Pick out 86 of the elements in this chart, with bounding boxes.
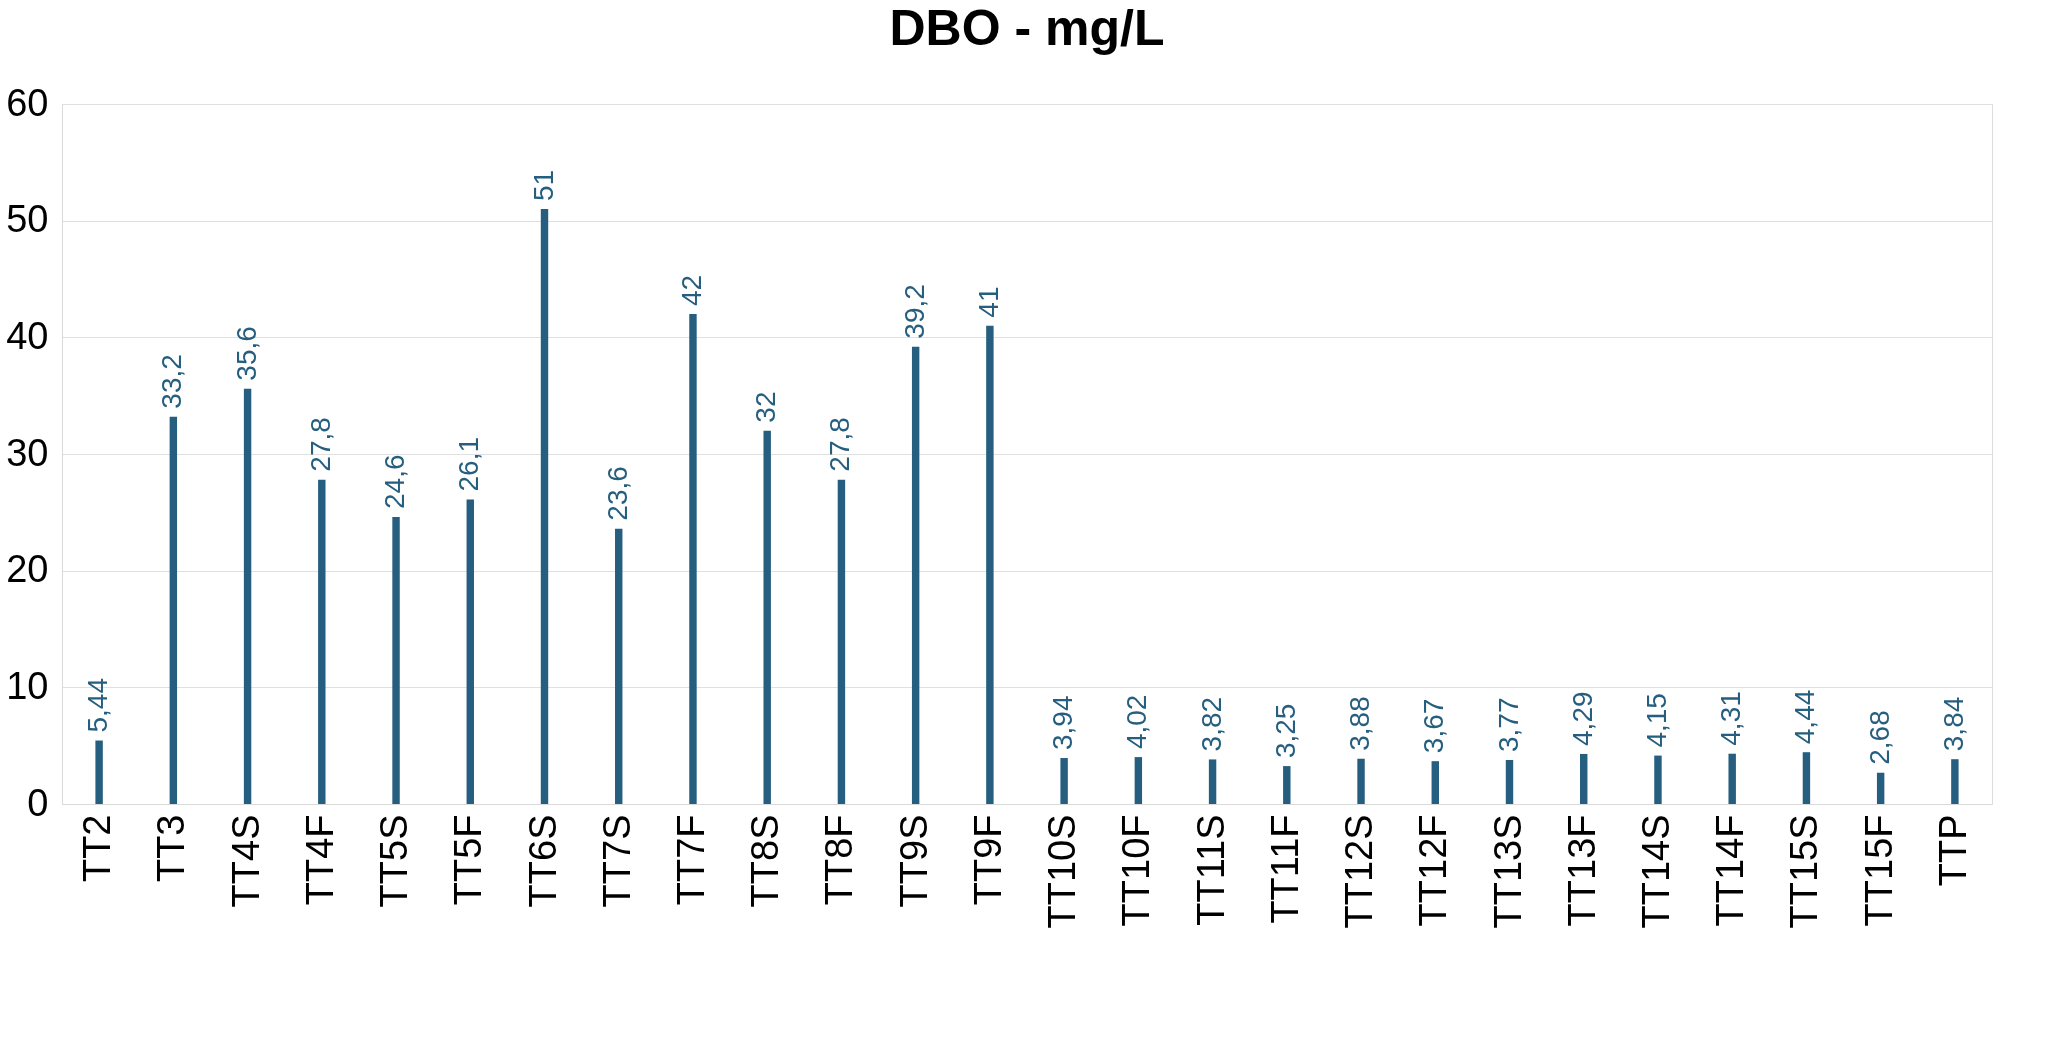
x-tick-label: TT7F — [669, 814, 712, 906]
bar — [615, 528, 623, 804]
bar — [837, 479, 846, 804]
data-label: 27,8 — [824, 417, 856, 472]
data-label: 51 — [527, 169, 559, 201]
y-tick-label: 50 — [6, 198, 49, 241]
data-label: 5,44 — [82, 678, 114, 733]
x-tick-label: TT4F — [298, 814, 341, 906]
data-label: 27,8 — [304, 417, 336, 472]
x-tick-label: TT15S — [1783, 814, 1826, 929]
x-tick-label: TT2 — [76, 814, 119, 883]
x-tick-label: TT12F — [1412, 814, 1455, 927]
x-tick-label: TTP — [1931, 814, 1974, 887]
y-tick-label: 40 — [6, 314, 49, 357]
x-tick-label: TT3 — [150, 814, 193, 883]
data-label: 4,15 — [1640, 693, 1672, 748]
bar — [1580, 753, 1588, 804]
y-tick-label: 30 — [6, 431, 49, 474]
y-tick-label: 20 — [6, 548, 49, 591]
data-label: 35,6 — [230, 326, 262, 381]
data-label: 4,29 — [1566, 691, 1598, 746]
bar — [540, 209, 549, 804]
data-label: 2,68 — [1863, 710, 1895, 765]
bar — [1208, 759, 1217, 804]
data-label: 3,77 — [1492, 697, 1524, 753]
data-label: 33,2 — [156, 354, 188, 409]
bar — [318, 479, 326, 804]
x-tick-label: TT14F — [1709, 814, 1752, 927]
x-tick-label: TT14S — [1634, 814, 1677, 929]
x-tick-label: TT4S — [224, 814, 267, 908]
y-tick-label: 10 — [6, 664, 49, 707]
chart-title: DBO - mg/L — [889, 0, 1165, 56]
x-tick-label: TT5F — [447, 814, 490, 906]
bar — [1134, 757, 1143, 804]
bar — [466, 499, 474, 804]
bar — [1505, 760, 1514, 804]
x-tick-label: TT7S — [595, 814, 638, 908]
bar — [689, 314, 697, 804]
data-label: 3,88 — [1344, 696, 1376, 751]
bar — [1951, 759, 1959, 804]
data-label: 3,84 — [1937, 696, 1969, 752]
x-tick-label: TT12S — [1338, 814, 1381, 929]
bar — [392, 517, 400, 804]
x-tick-label: TT10F — [1115, 814, 1158, 927]
x-tick-label: TT9S — [892, 814, 935, 908]
x-tick-label: TT15F — [1857, 814, 1900, 927]
data-label: 39,2 — [898, 284, 930, 339]
bar — [1357, 758, 1365, 804]
x-tick-label: TT13S — [1486, 814, 1529, 929]
data-label: 3,82 — [1195, 696, 1227, 752]
x-tick-label: TT11F — [1263, 814, 1306, 924]
bar — [169, 416, 178, 804]
bar — [1060, 758, 1068, 804]
bar — [986, 325, 994, 804]
bar — [911, 346, 920, 804]
data-label: 3,94 — [1047, 695, 1079, 751]
x-tick-label: TT8F — [818, 814, 861, 906]
data-label: 3,67 — [1418, 698, 1450, 754]
data-label: 24,6 — [379, 454, 411, 509]
data-label: 4,02 — [1121, 694, 1153, 750]
data-label: 4,31 — [1715, 691, 1747, 746]
x-tick-label: TT5S — [373, 814, 416, 908]
x-tick-label: TT8S — [744, 814, 787, 908]
bar — [1802, 752, 1811, 804]
data-label: 3,25 — [1269, 703, 1301, 759]
bar — [95, 740, 103, 804]
bar — [1431, 761, 1439, 804]
bar — [1283, 766, 1291, 804]
x-tick-label: TT13F — [1560, 814, 1603, 927]
x-tick-label: TT11S — [1189, 814, 1232, 926]
bar — [1728, 753, 1736, 804]
data-label: 41 — [972, 286, 1004, 318]
x-tick-label: TT6S — [521, 814, 564, 908]
data-label: 32 — [750, 391, 782, 423]
bar — [1654, 755, 1662, 804]
bar — [1876, 772, 1885, 804]
x-tick-label: TT10S — [1041, 814, 1084, 929]
data-label: 4,44 — [1789, 689, 1821, 745]
x-tick-label: TT9F — [966, 814, 1009, 906]
data-label: 26,1 — [453, 437, 485, 492]
data-label: 23,6 — [601, 466, 633, 521]
bar — [763, 430, 771, 804]
y-tick-label: 0 — [27, 781, 49, 824]
data-label: 42 — [675, 274, 707, 306]
bar — [243, 388, 252, 804]
y-tick-label: 60 — [6, 81, 49, 124]
